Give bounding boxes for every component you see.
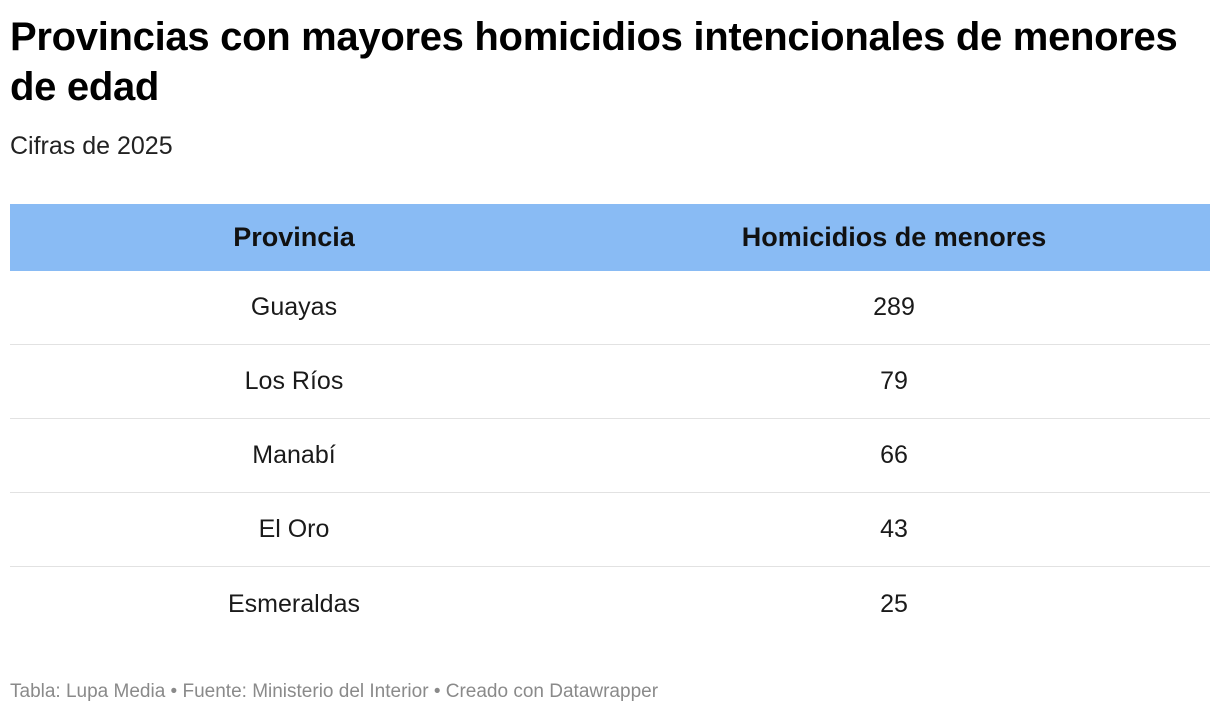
chart-footer: Tabla: Lupa Media • Fuente: Ministerio d… [10, 681, 659, 702]
table-row: El Oro 43 [10, 493, 1210, 567]
cell-provincia: Esmeraldas [228, 589, 360, 618]
table-header: Provincia Homicidios de menores [10, 204, 1210, 271]
cell-homicidios: 66 [880, 441, 908, 469]
table-row: Manabí 66 [10, 419, 1210, 493]
table-row: Los Ríos 79 [10, 345, 1210, 419]
column-header-provincia[interactable]: Provincia [233, 222, 355, 252]
table-row: Guayas 289 [10, 271, 1210, 345]
column-header-homicidios[interactable]: Homicidios de menores [741, 222, 1047, 252]
cell-provincia: Los Ríos [244, 367, 344, 395]
cell-provincia: El Oro [258, 515, 330, 543]
cell-homicidios: 25 [880, 589, 908, 618]
data-table: Provincia Homicidios de menores Guayas 2… [10, 204, 1210, 641]
cell-homicidios: 43 [880, 515, 908, 543]
table-row: Esmeraldas 25 [10, 567, 1210, 641]
cell-provincia: Manabí [252, 441, 336, 469]
cell-homicidios: 79 [880, 367, 908, 395]
chart-title: Provincias con mayores homicidios intenc… [10, 15, 1178, 109]
cell-homicidios: 289 [873, 293, 915, 321]
cell-provincia: Guayas [250, 293, 338, 321]
chart-subtitle: Cifras de 2025 [10, 132, 173, 160]
